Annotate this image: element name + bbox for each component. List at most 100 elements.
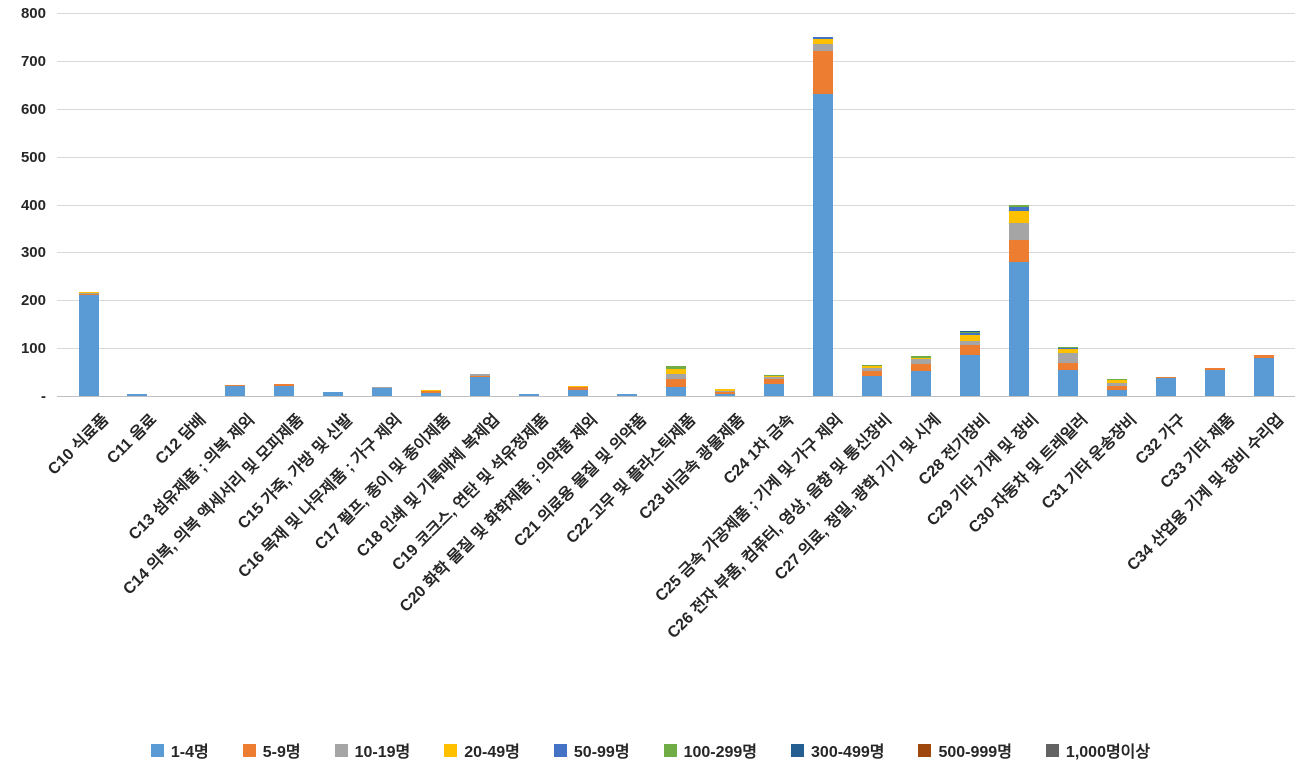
- bar-stack: [1008, 205, 1029, 396]
- bar-segment: [421, 389, 442, 391]
- y-tick-label: 700: [20, 52, 46, 70]
- gridline: [57, 13, 1295, 14]
- legend-label: 500-999명: [938, 744, 1012, 761]
- bar-segment: [78, 294, 99, 296]
- gridline: [57, 156, 1295, 158]
- bar-segment: [225, 385, 246, 396]
- y-tick-label: 100: [20, 340, 46, 358]
- bar-segment: [959, 331, 980, 333]
- bar-segment: [519, 393, 540, 396]
- bar-segment: [127, 394, 148, 396]
- bar-stack: [959, 330, 980, 396]
- bar-segment: [1008, 207, 1029, 212]
- legend: 1-4명 5-9명 10-19명 20-49명 50-99명 100-299명 300-49…: [0, 738, 1301, 762]
- bar-stack: [470, 373, 491, 396]
- legend-swatch-icon: [242, 743, 256, 757]
- legend-item: 100-299명: [663, 738, 758, 762]
- bar-segment: [714, 389, 735, 391]
- bar-segment: [666, 378, 686, 388]
- y-tick-label: 200: [20, 292, 46, 310]
- bar-stack: [1155, 377, 1176, 396]
- legend-swatch-icon: [791, 743, 805, 757]
- bar-segment: [1057, 348, 1078, 350]
- bar-segment: [1057, 353, 1078, 363]
- bar-segment: [1106, 383, 1127, 387]
- gridline: [57, 60, 1295, 62]
- bar-segment: [959, 334, 980, 342]
- bar-stack: [617, 394, 638, 396]
- legend-swatch-icon: [150, 743, 164, 757]
- bar-segment: [910, 357, 931, 360]
- bar-stack: [1106, 378, 1127, 396]
- bar-segment: [861, 375, 882, 396]
- legend-swatch-icon: [444, 743, 458, 757]
- bar-stack: [421, 389, 442, 396]
- bar-segment: [714, 393, 735, 396]
- bar-segment: [1155, 377, 1176, 379]
- legend-item: 1-4명: [150, 738, 209, 762]
- bar-segment: [812, 51, 833, 95]
- y-tick-label: 300: [20, 244, 46, 262]
- bar-segment: [1204, 367, 1225, 370]
- bar-segment: [1106, 386, 1127, 390]
- bar-segment: [910, 356, 931, 358]
- bar-segment: [1057, 369, 1078, 396]
- bar-segment: [1204, 369, 1225, 396]
- bar-stack: [225, 385, 246, 396]
- bar-segment: [861, 371, 882, 376]
- bar-segment: [763, 383, 784, 396]
- bar-segment: [959, 354, 980, 396]
- y-tick-label: 500: [20, 148, 46, 166]
- legend-item: 1,000명이상: [1045, 738, 1150, 762]
- bar-stack: [1253, 355, 1274, 396]
- y-tick-label: 800: [20, 5, 46, 22]
- bar-segment: [1155, 378, 1176, 396]
- bar-segment: [812, 39, 833, 44]
- bar-segment: [1106, 378, 1127, 380]
- bar-segment: [323, 392, 344, 396]
- bar-segment: [714, 391, 735, 394]
- bar-stack: [519, 393, 540, 396]
- bar-segment: [666, 368, 686, 374]
- legend-item: 10-19명: [334, 738, 410, 762]
- y-tick-label: 600: [20, 100, 46, 118]
- legend-label: 5-9명: [262, 744, 301, 761]
- bar-segment: [1106, 379, 1127, 384]
- bar-stack: [714, 389, 735, 396]
- bar-segment: [421, 392, 442, 396]
- bar-segment: [763, 375, 784, 377]
- bar-segment: [910, 371, 931, 396]
- bar-segment: [1008, 211, 1029, 224]
- bar-stack: [861, 364, 882, 396]
- bar-stack: [1204, 367, 1225, 396]
- plot-area: [57, 13, 1295, 397]
- legend-label: 1-4명: [170, 744, 209, 761]
- bar-segment: [666, 373, 686, 379]
- legend-item: 20-49명: [444, 738, 520, 762]
- y-tick-label: 400: [20, 196, 46, 214]
- gridline: [57, 300, 1295, 302]
- gridline: [57, 108, 1295, 110]
- bar-stack: [323, 391, 344, 396]
- legend-label: 100-299명: [683, 744, 758, 761]
- bar-stack: [274, 383, 295, 396]
- bar-segment: [666, 387, 686, 396]
- legend-label: 300-499명: [811, 744, 885, 761]
- bar-segment: [274, 385, 295, 396]
- bar-segment: [812, 36, 833, 40]
- bar-segment: [274, 383, 295, 386]
- bar-stack: [812, 36, 833, 396]
- legend-swatch-icon: [918, 743, 932, 757]
- bar-segment: [1057, 362, 1078, 370]
- bar-segment: [812, 94, 833, 396]
- category-label: C10 식료품: [44, 411, 112, 479]
- bar-stack: [372, 387, 393, 396]
- bar-segment: [1008, 240, 1029, 262]
- legend-swatch-icon: [1045, 743, 1059, 757]
- bar-segment: [763, 379, 784, 384]
- bar-segment: [421, 390, 442, 393]
- bar-segment: [861, 366, 882, 369]
- bar-segment: [470, 373, 491, 377]
- bar-segment: [666, 365, 686, 369]
- bar-stack: [763, 374, 784, 396]
